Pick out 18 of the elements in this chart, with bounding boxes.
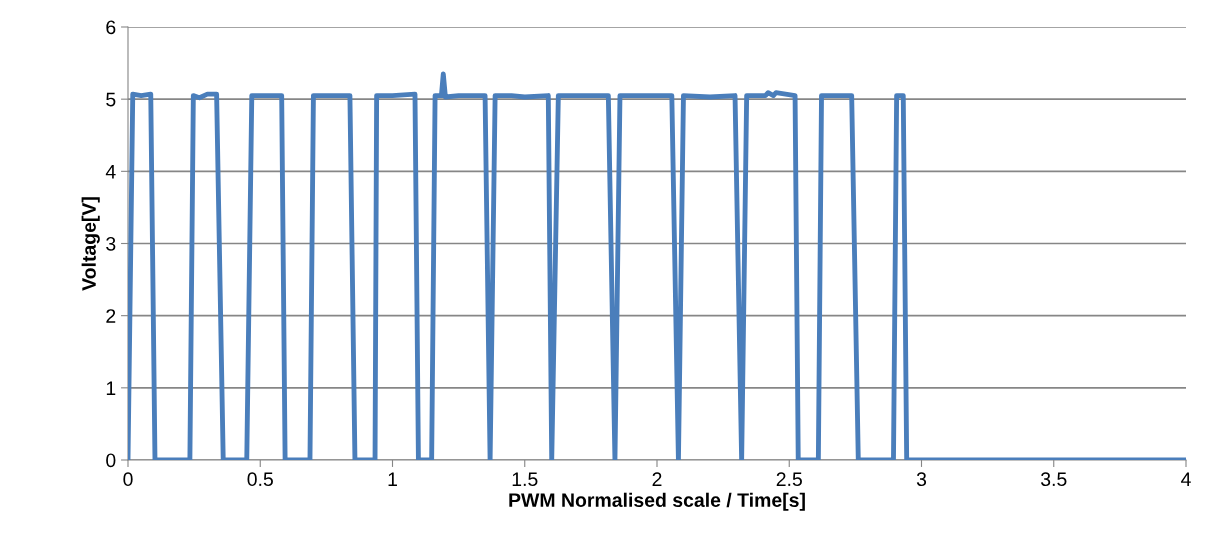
y-tick-label: 3: [106, 236, 116, 251]
y-tick-label: 4: [105, 165, 116, 179]
y-axis-title: Voltage[V]: [81, 197, 100, 291]
x-tick-label: 0: [123, 472, 133, 487]
x-tick-label: 1.5: [512, 472, 538, 487]
x-tick-label: 0.5: [247, 472, 273, 487]
y-tick-label: 6: [106, 20, 116, 35]
x-tick-label: 4: [1181, 472, 1191, 486]
y-tick-label: 1: [106, 381, 116, 395]
x-axis-title: PWM Normalised scale / Time[s]: [509, 492, 805, 511]
y-tick-label: 5: [106, 92, 116, 107]
x-tick-label: 1: [388, 472, 397, 486]
y-tick-label: 2: [106, 309, 116, 323]
x-tick-label: 2.5: [776, 472, 802, 487]
y-tick-label: 0: [106, 453, 116, 468]
x-tick-label: 2: [652, 472, 662, 486]
x-tick-label: 3.5: [1040, 472, 1067, 487]
x-tick-label: 3: [916, 472, 927, 487]
